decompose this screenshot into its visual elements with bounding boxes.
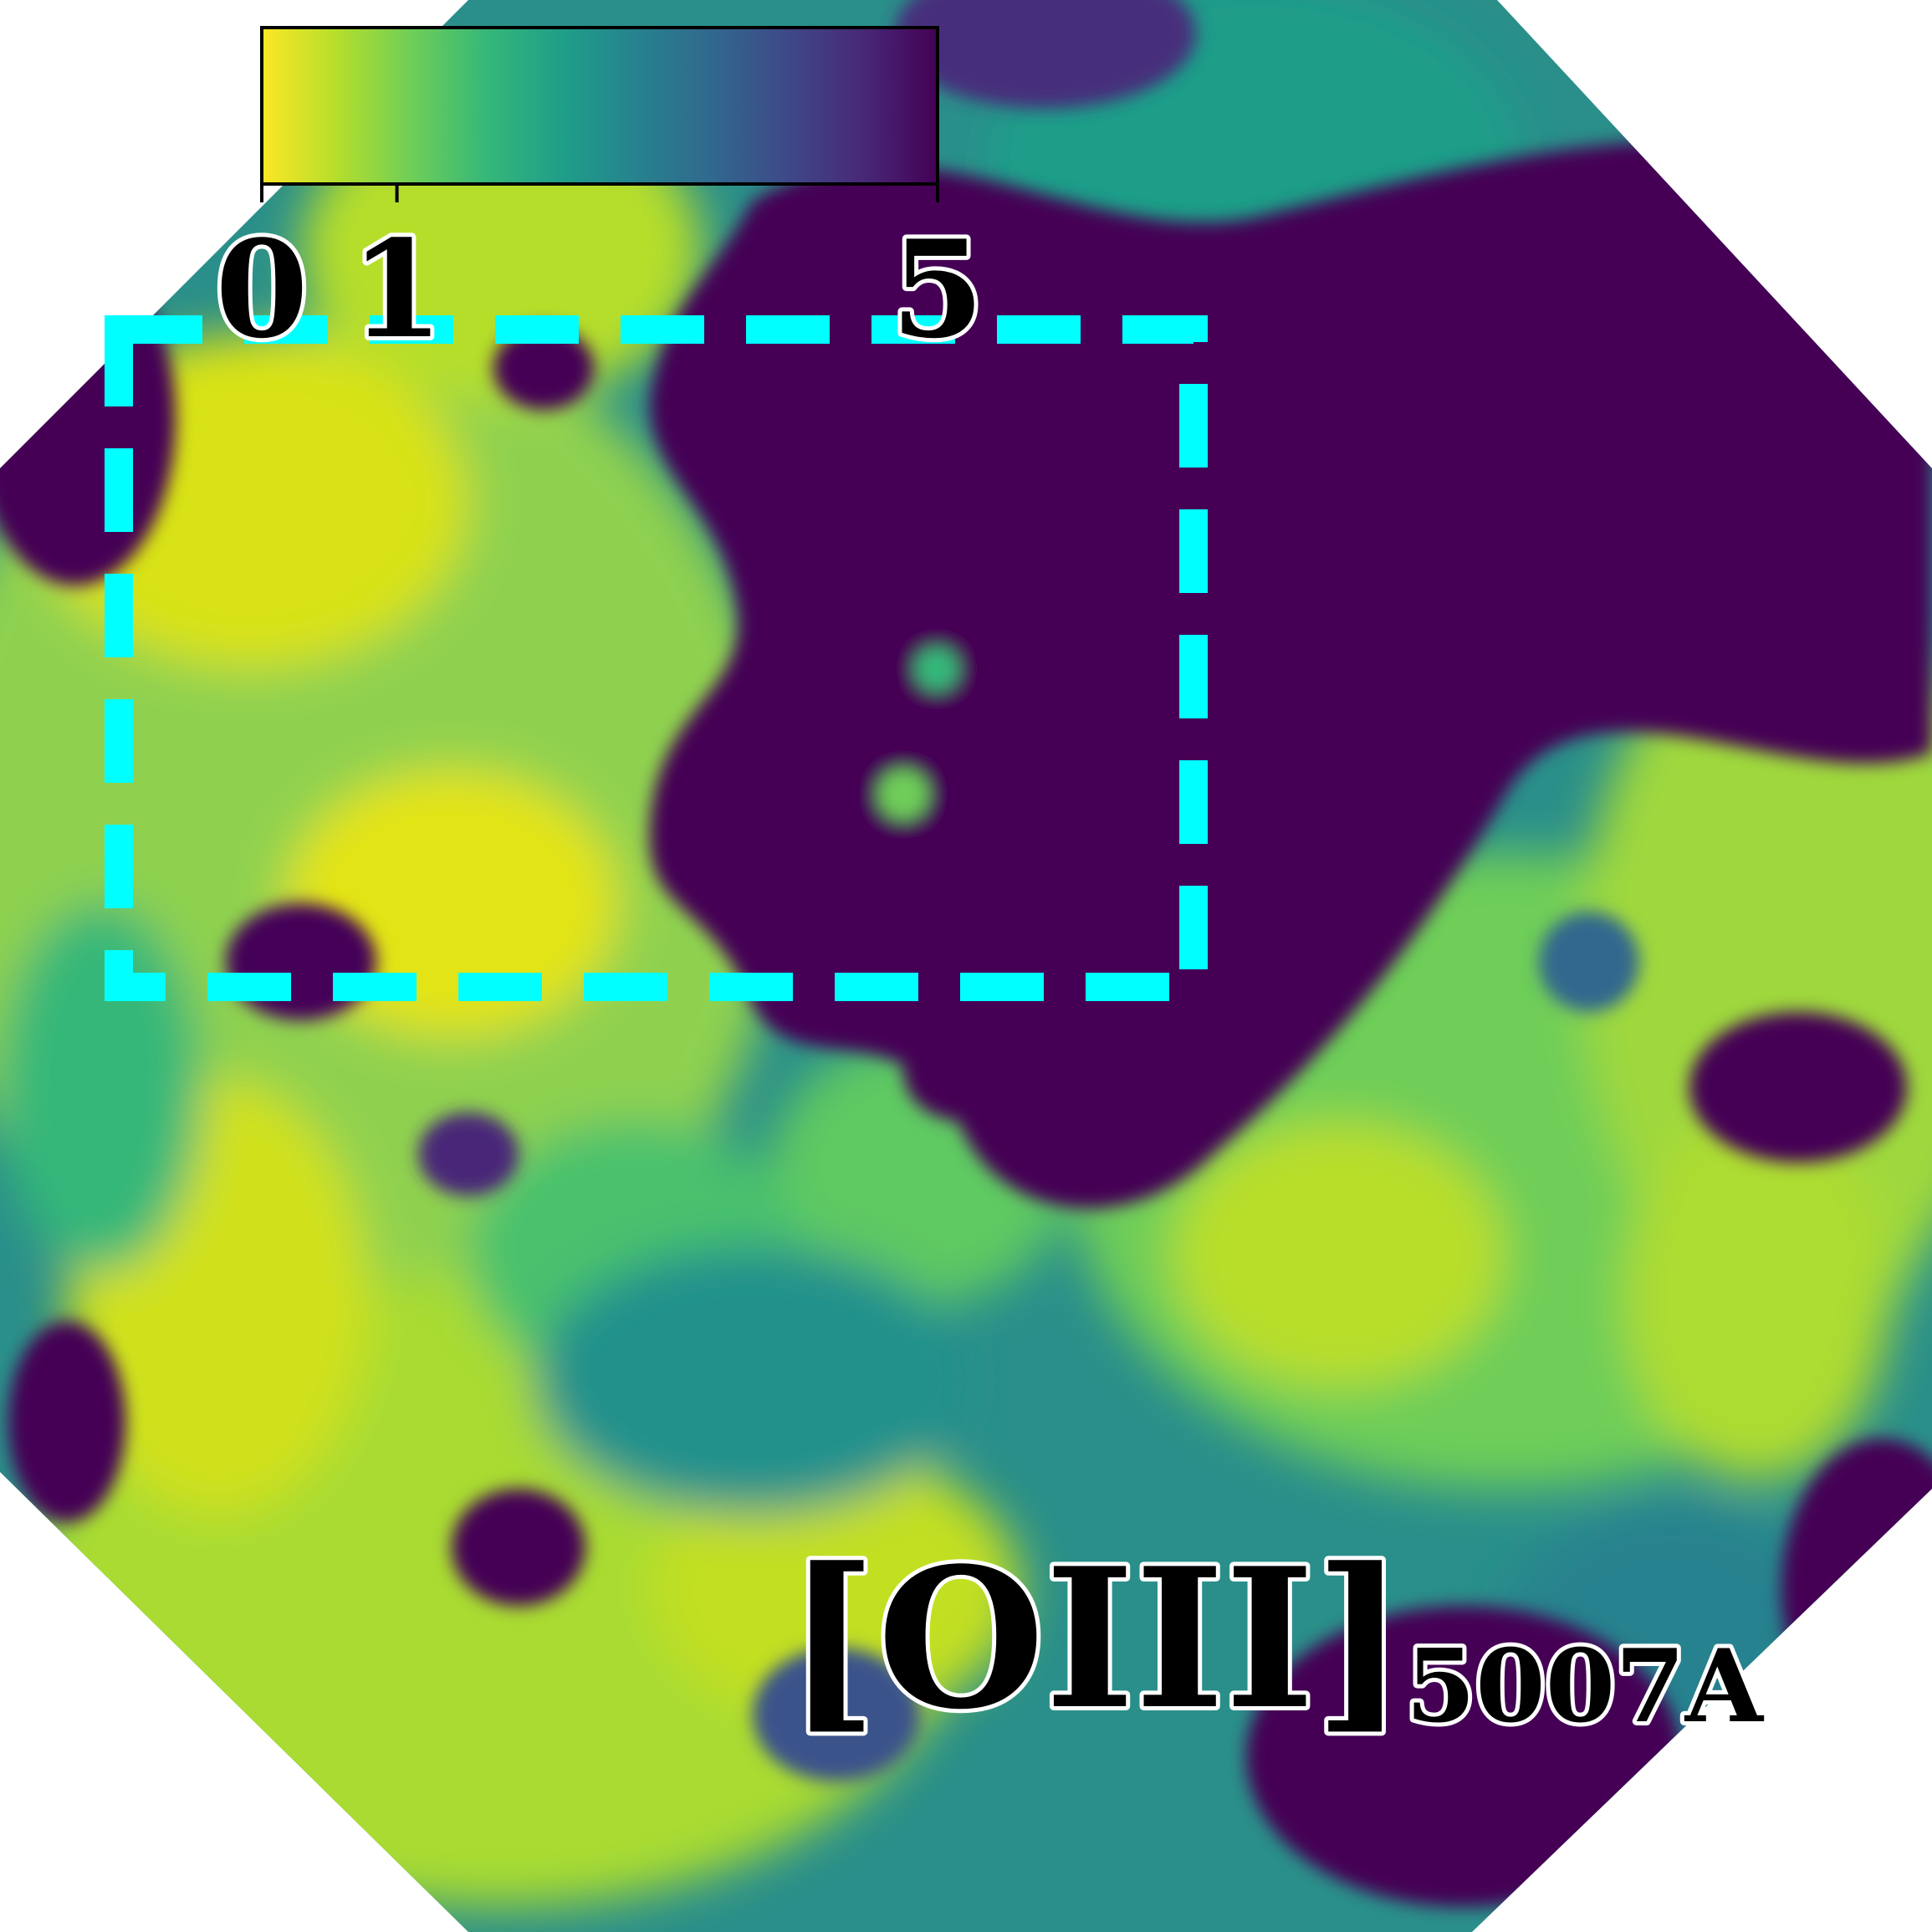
line-label: [OIII]5007A: [786, 1526, 1765, 1752]
colorbar-tick-label: 5: [891, 211, 984, 368]
colorbar-tick-label: 0: [215, 211, 308, 368]
region-box: [105, 315, 1208, 1001]
colorbar-tick-label: 1: [350, 211, 443, 368]
line-label-subscript: 5007A: [1406, 1628, 1765, 1745]
colorbar-gradient: [260, 26, 939, 186]
line-label-main: [OIII]: [786, 1526, 1406, 1752]
